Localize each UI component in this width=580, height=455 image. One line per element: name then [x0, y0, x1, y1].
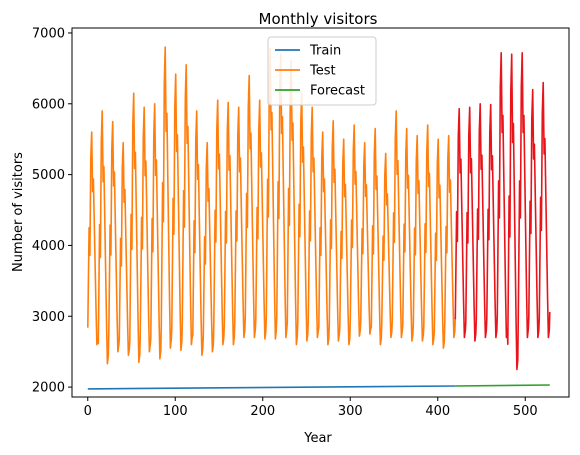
x-axis-label: Year — [303, 431, 332, 446]
x-tick-label: 0 — [84, 404, 92, 419]
y-axis-label: Number of visitors — [11, 152, 26, 272]
forecast-line — [455, 384, 550, 387]
y-tick-label: 5000 — [32, 168, 65, 183]
x-tick-label: 400 — [425, 404, 450, 419]
test-line — [87, 46, 457, 365]
y-tick-label: 2000 — [32, 381, 65, 396]
legend-label-train: Train — [309, 44, 341, 59]
series-3-line — [454, 52, 551, 371]
legend-label-test: Test — [309, 64, 336, 79]
x-tick-label: 100 — [163, 404, 188, 419]
legend-box — [267, 36, 377, 106]
y-tick-label: 7000 — [32, 26, 65, 41]
plot-series — [87, 46, 551, 390]
y-axis-ticks: 2000 3000 4000 5000 6000 7000 — [32, 26, 72, 396]
train-line — [87, 385, 456, 390]
x-axis-ticks: 0 100 200 300 400 500 — [84, 397, 538, 419]
legend: Train Test Forecast — [267, 36, 377, 106]
y-tick-label: 3000 — [32, 310, 65, 325]
x-tick-label: 200 — [250, 404, 275, 419]
chart-title: Monthly visitors — [259, 10, 378, 28]
y-tick-label: 6000 — [32, 97, 65, 112]
plot-frame — [71, 27, 570, 398]
legend-label-forecast: Forecast — [310, 84, 365, 99]
y-tick-label: 4000 — [32, 239, 65, 254]
x-tick-label: 500 — [513, 404, 538, 419]
x-tick-label: 300 — [338, 404, 363, 419]
